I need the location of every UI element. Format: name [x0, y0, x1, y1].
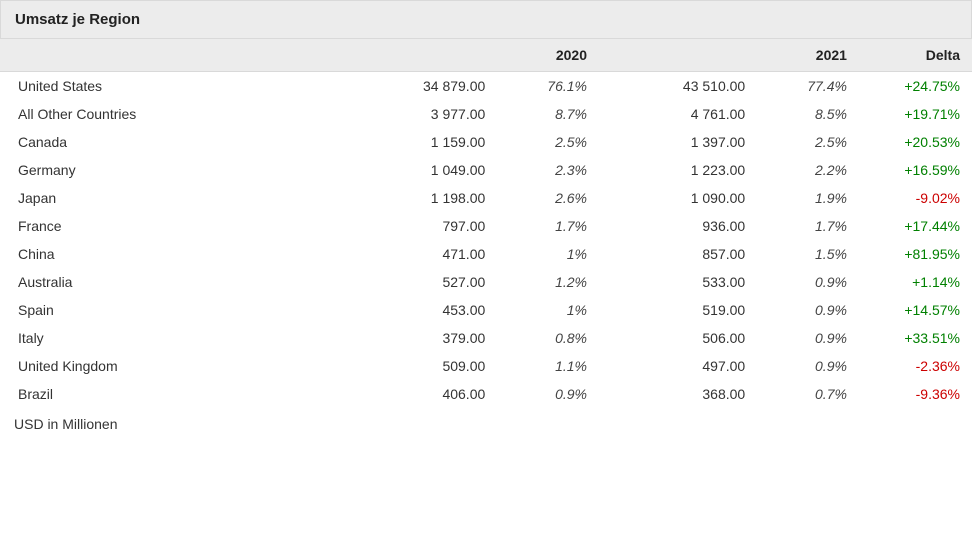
pct-2020: 2.6%	[497, 184, 599, 212]
header-delta: Delta	[859, 39, 972, 72]
value-2021: 1 223.00	[599, 156, 757, 184]
pct-2020: 0.9%	[497, 380, 599, 408]
value-2021: 4 761.00	[599, 100, 757, 128]
pct-2021: 8.5%	[757, 100, 859, 128]
delta-value: -9.02%	[859, 184, 972, 212]
region-name: Canada	[0, 128, 339, 156]
region-name: Japan	[0, 184, 339, 212]
delta-value: +16.59%	[859, 156, 972, 184]
pct-2021: 2.5%	[757, 128, 859, 156]
revenue-by-region-card: Umsatz je Region 2020 2021 Delta United …	[0, 0, 972, 442]
delta-value: +17.44%	[859, 212, 972, 240]
pct-2020: 1%	[497, 240, 599, 268]
pct-2020: 1.2%	[497, 268, 599, 296]
value-2020: 471.00	[339, 240, 497, 268]
table-row: China471.001%857.001.5%+81.95%	[0, 240, 972, 268]
region-name: Germany	[0, 156, 339, 184]
value-2021: 506.00	[599, 324, 757, 352]
value-2020: 34 879.00	[339, 72, 497, 101]
pct-2021: 0.7%	[757, 380, 859, 408]
value-2020: 379.00	[339, 324, 497, 352]
value-2021: 936.00	[599, 212, 757, 240]
delta-value: +24.75%	[859, 72, 972, 101]
value-2021: 533.00	[599, 268, 757, 296]
region-table: 2020 2021 Delta United States34 879.0076…	[0, 39, 972, 408]
pct-2021: 0.9%	[757, 324, 859, 352]
table-row: All Other Countries3 977.008.7%4 761.008…	[0, 100, 972, 128]
pct-2021: 77.4%	[757, 72, 859, 101]
table-row: Australia527.001.2%533.000.9%+1.14%	[0, 268, 972, 296]
delta-value: +1.14%	[859, 268, 972, 296]
region-name: Brazil	[0, 380, 339, 408]
region-name: United Kingdom	[0, 352, 339, 380]
value-2020: 797.00	[339, 212, 497, 240]
delta-value: +19.71%	[859, 100, 972, 128]
table-row: United States34 879.0076.1%43 510.0077.4…	[0, 72, 972, 101]
delta-value: -9.36%	[859, 380, 972, 408]
pct-2020: 8.7%	[497, 100, 599, 128]
pct-2021: 0.9%	[757, 352, 859, 380]
delta-value: +20.53%	[859, 128, 972, 156]
footnote: USD in Millionen	[0, 408, 972, 442]
value-2020: 527.00	[339, 268, 497, 296]
header-2021: 2021	[599, 39, 859, 72]
table-row: Italy379.000.8%506.000.9%+33.51%	[0, 324, 972, 352]
region-name: France	[0, 212, 339, 240]
header-name	[0, 39, 339, 72]
value-2020: 1 049.00	[339, 156, 497, 184]
table-row: France797.001.7%936.001.7%+17.44%	[0, 212, 972, 240]
value-2021: 519.00	[599, 296, 757, 324]
pct-2021: 1.9%	[757, 184, 859, 212]
pct-2020: 1.7%	[497, 212, 599, 240]
delta-value: +33.51%	[859, 324, 972, 352]
header-row: 2020 2021 Delta	[0, 39, 972, 72]
header-2020: 2020	[339, 39, 599, 72]
value-2021: 497.00	[599, 352, 757, 380]
value-2020: 1 198.00	[339, 184, 497, 212]
value-2021: 43 510.00	[599, 72, 757, 101]
table-row: Germany1 049.002.3%1 223.002.2%+16.59%	[0, 156, 972, 184]
table-row: United Kingdom509.001.1%497.000.9%-2.36%	[0, 352, 972, 380]
region-name: Spain	[0, 296, 339, 324]
value-2020: 1 159.00	[339, 128, 497, 156]
pct-2021: 2.2%	[757, 156, 859, 184]
pct-2020: 1%	[497, 296, 599, 324]
value-2020: 406.00	[339, 380, 497, 408]
table-body: United States34 879.0076.1%43 510.0077.4…	[0, 72, 972, 409]
value-2021: 1 090.00	[599, 184, 757, 212]
region-name: Italy	[0, 324, 339, 352]
table-row: Canada1 159.002.5%1 397.002.5%+20.53%	[0, 128, 972, 156]
region-name: Australia	[0, 268, 339, 296]
value-2020: 509.00	[339, 352, 497, 380]
value-2021: 857.00	[599, 240, 757, 268]
region-name: United States	[0, 72, 339, 101]
region-name: China	[0, 240, 339, 268]
value-2021: 368.00	[599, 380, 757, 408]
pct-2021: 0.9%	[757, 296, 859, 324]
delta-value: -2.36%	[859, 352, 972, 380]
pct-2021: 1.7%	[757, 212, 859, 240]
value-2021: 1 397.00	[599, 128, 757, 156]
value-2020: 3 977.00	[339, 100, 497, 128]
table-row: Brazil406.000.9%368.000.7%-9.36%	[0, 380, 972, 408]
value-2020: 453.00	[339, 296, 497, 324]
region-name: All Other Countries	[0, 100, 339, 128]
card-title: Umsatz je Region	[0, 0, 972, 39]
delta-value: +81.95%	[859, 240, 972, 268]
pct-2020: 76.1%	[497, 72, 599, 101]
pct-2021: 1.5%	[757, 240, 859, 268]
pct-2021: 0.9%	[757, 268, 859, 296]
pct-2020: 1.1%	[497, 352, 599, 380]
table-row: Spain453.001%519.000.9%+14.57%	[0, 296, 972, 324]
delta-value: +14.57%	[859, 296, 972, 324]
pct-2020: 0.8%	[497, 324, 599, 352]
pct-2020: 2.3%	[497, 156, 599, 184]
table-row: Japan1 198.002.6%1 090.001.9%-9.02%	[0, 184, 972, 212]
pct-2020: 2.5%	[497, 128, 599, 156]
